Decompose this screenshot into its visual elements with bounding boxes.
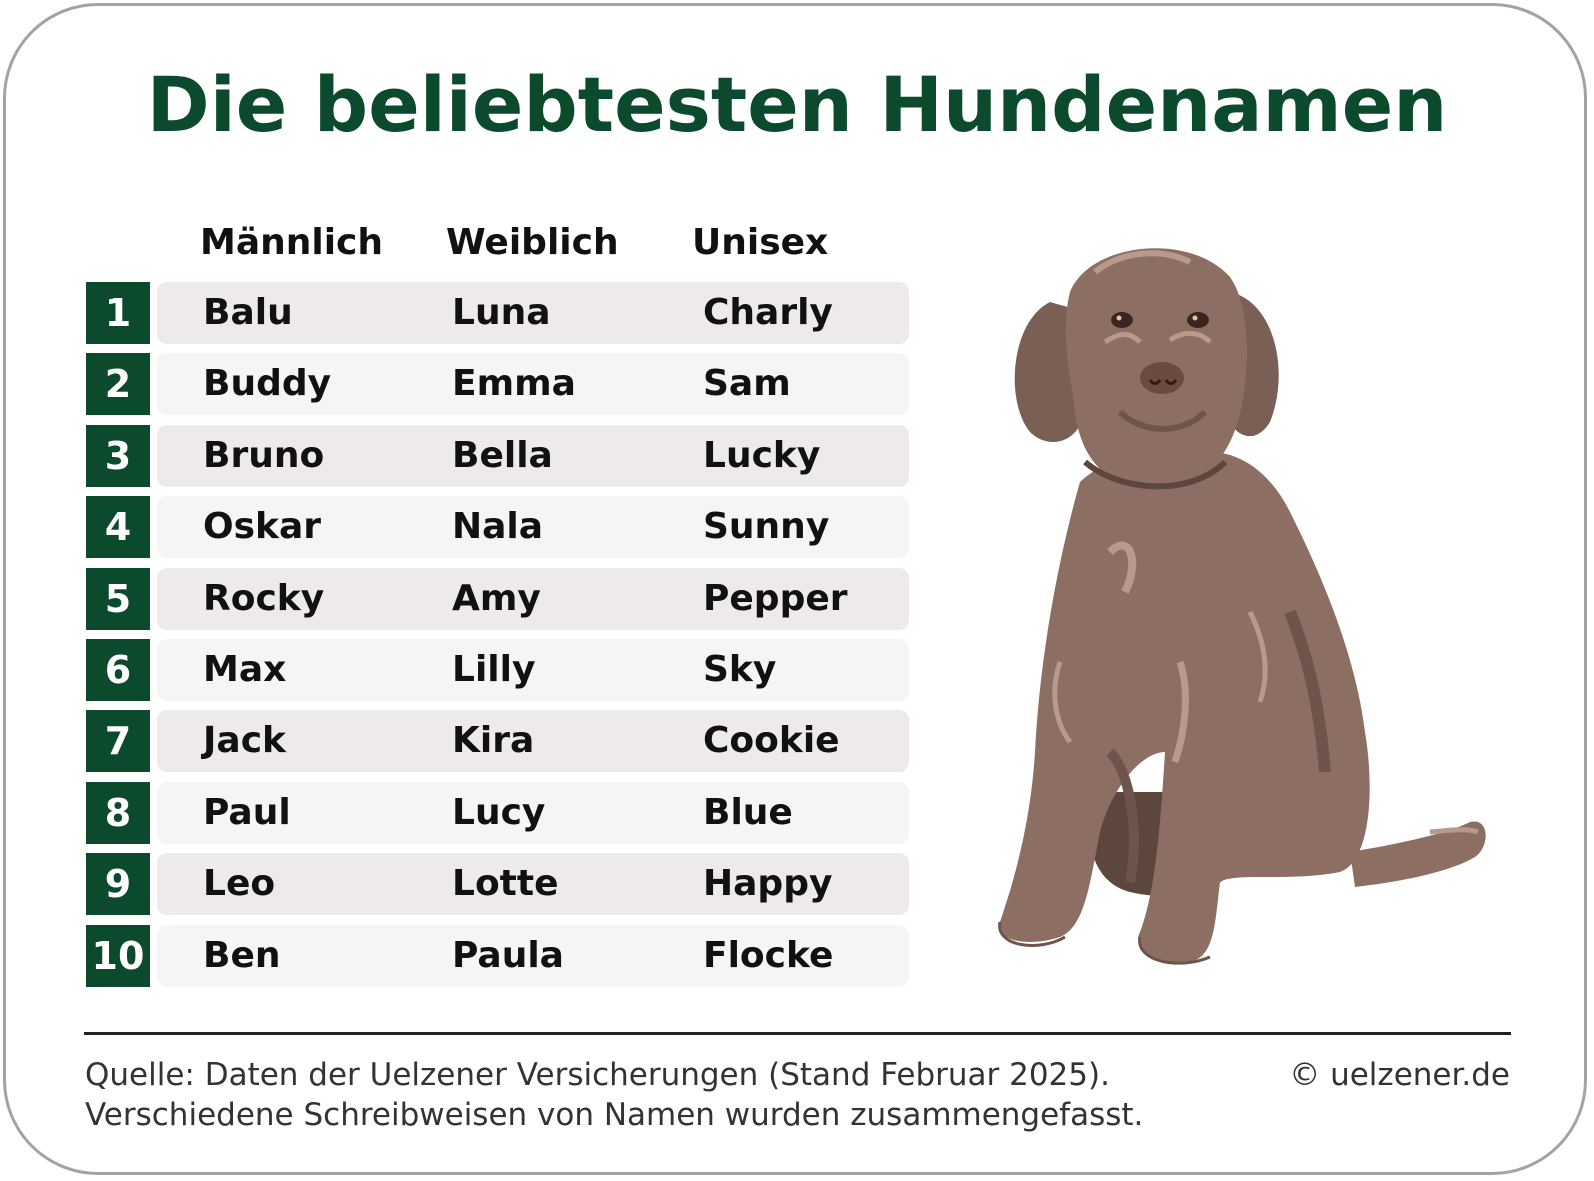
row-background — [157, 925, 909, 987]
unisex-name-cell: Lucky — [703, 435, 821, 476]
copyright-text: © uelzener.de — [1289, 1057, 1510, 1093]
source-note: Quelle: Daten der Uelzener Versicherunge… — [85, 1055, 1143, 1135]
female-name-cell: Nala — [452, 506, 544, 547]
unisex-name-cell: Pepper — [703, 578, 848, 619]
male-name-cell: Jack — [203, 720, 286, 761]
male-name-cell: Oskar — [203, 506, 322, 547]
male-name-cell: Ben — [203, 935, 281, 976]
row-background — [157, 568, 909, 630]
table-row: 9 Leo Lotte Happy — [86, 853, 909, 915]
rank-badge: 1 — [86, 282, 150, 344]
rank-badge: 2 — [86, 353, 150, 415]
unisex-name-cell: Happy — [703, 863, 833, 904]
female-name-cell: Amy — [452, 578, 541, 619]
table-row: 6 Max Lilly Sky — [86, 639, 909, 701]
table-row: 4 Oskar Nala Sunny — [86, 496, 909, 558]
rank-badge: 4 — [86, 496, 150, 558]
row-background — [157, 782, 909, 844]
row-background — [157, 853, 909, 915]
table-row: 1 Balu Luna Charly — [86, 282, 909, 344]
male-name-cell: Balu — [203, 292, 293, 333]
unisex-name-cell: Sunny — [703, 506, 830, 547]
row-background — [157, 353, 909, 415]
male-name-cell: Bruno — [203, 435, 325, 476]
male-name-cell: Buddy — [203, 363, 332, 404]
rank-badge: 8 — [86, 782, 150, 844]
unisex-name-cell: Cookie — [703, 720, 840, 761]
rank-badge: 10 — [86, 925, 150, 987]
table-row: 8 Paul Lucy Blue — [86, 782, 909, 844]
source-line-1: Quelle: Daten der Uelzener Versicherunge… — [85, 1057, 1110, 1093]
rank-badge: 3 — [86, 425, 150, 487]
source-line-2: Verschiedene Schreibweisen von Namen wur… — [85, 1097, 1144, 1133]
male-name-cell: Max — [203, 649, 287, 690]
female-name-cell: Kira — [452, 720, 535, 761]
column-header-unisex: Unisex — [692, 222, 829, 263]
column-header-female: Weiblich — [446, 222, 619, 263]
female-name-cell: Bella — [452, 435, 553, 476]
female-name-cell: Luna — [452, 292, 551, 333]
table-row: 10 Ben Paula Flocke — [86, 925, 909, 987]
male-name-cell: Paul — [203, 792, 291, 833]
page-title: Die beliebtesten Hundenamen — [146, 60, 1448, 149]
unisex-name-cell: Sam — [703, 363, 791, 404]
female-name-cell: Paula — [452, 935, 564, 976]
rank-badge: 5 — [86, 568, 150, 630]
table-row: 7 Jack Kira Cookie — [86, 710, 909, 772]
unisex-name-cell: Flocke — [703, 935, 834, 976]
unisex-name-cell: Blue — [703, 792, 793, 833]
rank-badge: 7 — [86, 710, 150, 772]
female-name-cell: Emma — [452, 363, 576, 404]
row-background — [157, 425, 909, 487]
dog-illustration-icon — [998, 248, 1486, 965]
female-name-cell: Lilly — [452, 649, 536, 690]
male-name-cell: Leo — [203, 863, 276, 904]
rank-badge: 9 — [86, 853, 150, 915]
female-name-cell: Lotte — [452, 863, 559, 904]
male-name-cell: Rocky — [203, 578, 325, 619]
female-name-cell: Lucy — [452, 792, 546, 833]
column-header-male: Männlich — [200, 222, 384, 263]
table-row: 2 Buddy Emma Sam — [86, 353, 909, 415]
row-background — [157, 639, 909, 701]
unisex-name-cell: Charly — [703, 292, 833, 333]
row-background — [157, 282, 909, 344]
table-row: 5 Rocky Amy Pepper — [86, 568, 909, 630]
rank-badge: 6 — [86, 639, 150, 701]
unisex-name-cell: Sky — [703, 649, 777, 690]
row-background — [157, 496, 909, 558]
row-background — [157, 710, 909, 772]
table-row: 3 Bruno Bella Lucky — [86, 425, 909, 487]
footer-divider — [84, 1032, 1511, 1035]
